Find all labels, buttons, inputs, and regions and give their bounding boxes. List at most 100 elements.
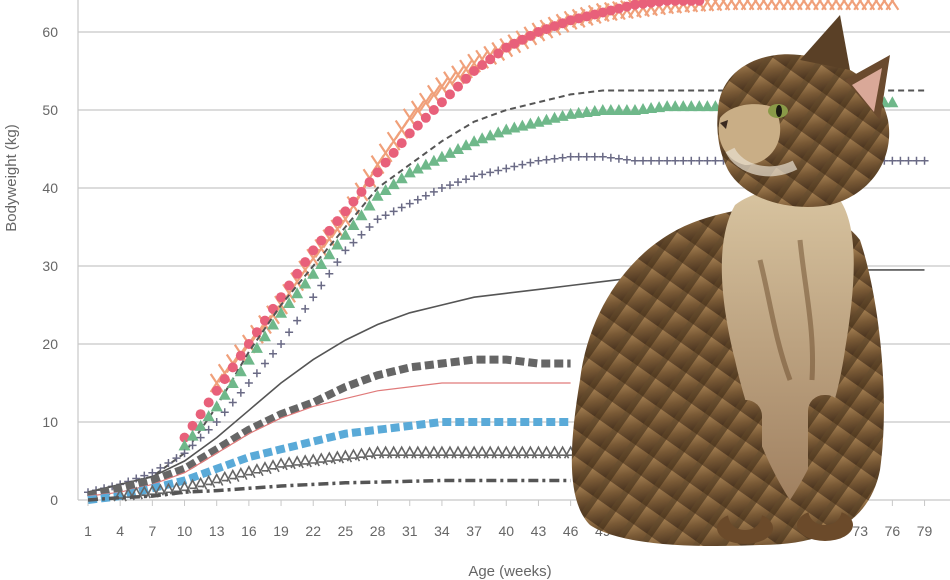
series-point <box>172 454 181 463</box>
series-point <box>227 362 238 373</box>
series-point <box>364 177 375 188</box>
series-point <box>572 106 585 118</box>
series-point <box>396 138 407 149</box>
series-point <box>355 209 368 221</box>
series-point <box>612 104 625 115</box>
series-point <box>381 211 390 220</box>
series-point <box>518 160 527 169</box>
series-point <box>476 132 489 144</box>
series-point <box>300 257 311 268</box>
x-tick-label: 73 <box>852 523 868 539</box>
series-point <box>671 156 680 165</box>
series-2 <box>87 89 925 494</box>
series-point <box>435 150 448 162</box>
x-tick-label: 13 <box>209 523 225 539</box>
series-point <box>604 104 617 115</box>
series-9 <box>113 445 578 502</box>
series-point <box>203 397 214 408</box>
series-point <box>437 184 446 192</box>
series-point <box>653 101 666 113</box>
series-point <box>711 156 720 165</box>
series-point <box>509 38 520 49</box>
series-point <box>332 216 343 227</box>
series-point <box>284 280 295 291</box>
series-point <box>678 0 689 6</box>
series-point <box>533 27 544 37</box>
series-point <box>379 183 392 195</box>
series-point <box>180 449 189 458</box>
series-point <box>598 152 607 161</box>
series-point <box>694 0 705 6</box>
x-tick-label: 4 <box>116 523 124 539</box>
series-point <box>582 152 591 161</box>
series-point <box>486 168 495 177</box>
y-tick-label: 50 <box>42 102 58 118</box>
series-point <box>195 409 206 420</box>
series-point <box>701 100 714 112</box>
series-point <box>484 129 497 141</box>
series-point <box>420 112 431 123</box>
series-point <box>912 156 921 165</box>
gridlines <box>77 0 950 506</box>
y-tick-labels: 0 10 20 30 40 50 60 <box>42 24 58 508</box>
series-point <box>316 235 327 246</box>
series-point <box>534 156 543 165</box>
series-point <box>454 178 463 187</box>
cat-photo <box>571 15 890 546</box>
series-point <box>348 196 359 207</box>
series-point <box>670 0 681 6</box>
series-point <box>580 105 593 117</box>
series-point <box>453 81 464 92</box>
series-point <box>687 156 696 165</box>
series-point <box>308 245 319 256</box>
series-point <box>501 42 512 53</box>
series-point <box>629 0 640 10</box>
series-point <box>541 24 552 35</box>
series-point <box>574 152 583 161</box>
series-point <box>461 73 472 84</box>
x-tick-label: 25 <box>338 523 354 539</box>
series-point <box>502 164 511 173</box>
series-point <box>468 135 481 147</box>
series-point <box>885 0 900 11</box>
series-point <box>187 420 198 431</box>
series-point <box>269 349 278 358</box>
series-point <box>421 191 430 200</box>
series-point <box>212 418 221 426</box>
y-tick-label: 60 <box>42 24 58 40</box>
series-point <box>597 7 608 18</box>
series-point <box>564 107 577 119</box>
series-point <box>655 156 664 165</box>
series-point <box>621 1 632 12</box>
series-line <box>87 382 571 497</box>
series-point <box>485 54 496 65</box>
series-point <box>628 104 641 115</box>
series-point <box>886 96 899 108</box>
series-point <box>341 246 350 255</box>
series-point <box>614 154 623 163</box>
series-point <box>148 468 157 477</box>
series-point <box>686 0 697 6</box>
series-point <box>307 267 320 279</box>
series-point <box>685 100 698 112</box>
series-point <box>292 268 303 279</box>
series-point <box>339 228 352 240</box>
series-point <box>277 340 286 348</box>
series-point <box>228 398 237 407</box>
series-point <box>558 153 567 162</box>
y-tick-label: 10 <box>42 414 58 430</box>
series-point <box>260 359 269 368</box>
series-point <box>178 439 191 451</box>
series-point <box>235 350 246 361</box>
series-point <box>452 143 465 154</box>
series-point <box>459 59 473 79</box>
series-point <box>427 154 440 166</box>
series-point <box>226 377 239 388</box>
series-point <box>646 0 657 8</box>
series-point <box>654 0 665 7</box>
series-point <box>234 365 247 377</box>
series-point <box>549 21 560 32</box>
series-point <box>693 100 706 112</box>
series-point <box>405 199 414 208</box>
